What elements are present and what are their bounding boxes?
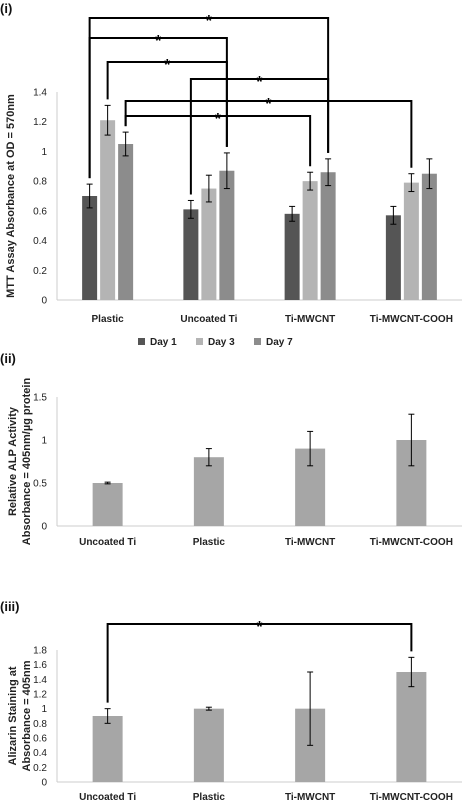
legend-label: Day 3: [208, 337, 235, 348]
x-category-label: Ti-MWCNT-COOH: [370, 792, 453, 801]
y-tick-label: 1.8: [33, 646, 47, 657]
chart-alizarin-staining: 0 0.2 0.4 0.6 0.8 1 1.2 1.4 1.6 1.8 Alizarin Stain…: [7, 619, 462, 801]
y-tick-label: 1.5: [33, 393, 47, 404]
bar: [421, 173, 437, 300]
x-category-label: Ti-MWCNT: [285, 314, 335, 325]
x-category-label: Plastic: [193, 537, 226, 548]
y-axis-label: Absorbance = 405nm/µg protein: [21, 378, 33, 546]
bar: [118, 144, 134, 300]
legend-swatch: [254, 338, 261, 345]
y-tick-label: 0.4: [33, 236, 47, 247]
bar: [183, 209, 199, 300]
significance-bracket: [124, 100, 413, 168]
y-tick-label: 0: [41, 296, 47, 307]
y-tick-label: 0.6: [33, 206, 47, 217]
significance-bracket: [124, 115, 312, 167]
significance-bracket: [106, 61, 228, 147]
y-axis-label: MTT Assay Absorbance at OD = 570nm: [5, 94, 17, 298]
legend-label: Day 7: [266, 337, 293, 348]
bar: [219, 170, 235, 300]
y-tick-label: 0.5: [33, 479, 47, 490]
y-tick-label: 0: [41, 778, 47, 789]
panel-label-ii: (ii): [0, 351, 16, 366]
y-tick-label: 1.4: [33, 675, 47, 686]
chart-alp-activity: 0 0.5 1 1.5 Relative ALP Activity Absorbance …: [7, 378, 462, 548]
bar: [193, 708, 224, 782]
bar: [284, 213, 300, 300]
significance-bracket: [189, 78, 330, 195]
y-tick-label: 0.4: [33, 748, 47, 759]
y-axis-label: Alizarin Staining at: [7, 666, 19, 765]
bar: [92, 716, 123, 782]
y-tick-label: 0.8: [33, 177, 47, 188]
y-axis-label: Relative ALP Activity: [7, 406, 19, 516]
y-axis-label: Absorbance = 405nm: [21, 660, 33, 771]
bar: [320, 172, 336, 300]
bar: [385, 215, 401, 300]
x-category-label: Ti-MWCNT: [285, 537, 335, 548]
y-tick-label: 1.2: [33, 690, 47, 701]
x-category-label: Plastic: [92, 314, 125, 325]
significance-star: *: [164, 57, 171, 74]
legend-swatch: [196, 338, 203, 345]
x-category-label: Ti-MWCNT-COOH: [370, 537, 453, 548]
y-tick-label: 1: [41, 436, 47, 447]
x-category-label: Uncoated Ti: [79, 537, 136, 548]
bar: [201, 188, 217, 300]
significance-star: *: [256, 74, 263, 91]
bar: [100, 120, 116, 300]
y-tick-label: 0.6: [33, 734, 47, 745]
y-tick-label: 1.4: [33, 88, 47, 99]
significance-star: *: [265, 96, 272, 113]
x-category-label: Uncoated Ti: [180, 314, 237, 325]
y-tick-label: 0.8: [33, 719, 47, 730]
chart-mtt-assay: 0 0.2 0.4 0.6 0.8 1 1.2 1.4 MTT Assay Absorbance…: [5, 13, 462, 348]
y-tick-label: 1.2: [33, 117, 47, 128]
significance-star: *: [256, 619, 263, 636]
significance-star: *: [155, 33, 162, 50]
y-tick-label: 0.2: [33, 266, 47, 277]
significance-star: *: [206, 13, 213, 30]
x-category-label: Ti-MWCNT-COOH: [370, 314, 453, 325]
y-tick-label: 1.6: [33, 660, 47, 671]
bar: [82, 196, 98, 300]
y-tick-label: 0.2: [33, 763, 47, 774]
bar: [302, 181, 318, 300]
bar: [396, 672, 427, 782]
y-tick-label: 0: [41, 522, 47, 533]
x-category-label: Ti-MWCNT: [285, 792, 335, 801]
significance-bracket: [106, 623, 413, 703]
x-category-label: Plastic: [193, 792, 226, 801]
panel-label-i: (i): [0, 1, 12, 16]
bar: [193, 457, 224, 526]
legend-label: Day 1: [150, 337, 177, 348]
legend-swatch: [138, 338, 145, 345]
y-tick-label: 1: [41, 704, 47, 715]
x-category-label: Uncoated Ti: [79, 792, 136, 801]
y-tick-label: 1: [41, 147, 47, 158]
bar: [403, 182, 419, 300]
panel-label-iii: (iii): [0, 599, 20, 614]
significance-star: *: [215, 111, 222, 128]
bar: [92, 483, 123, 526]
